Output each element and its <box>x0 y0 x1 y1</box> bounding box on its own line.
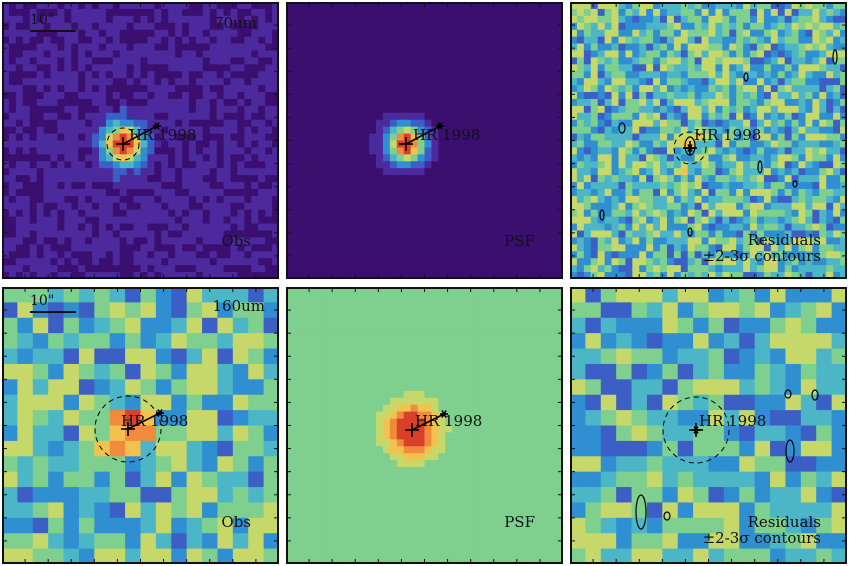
tick-marks <box>570 287 847 564</box>
scale-label: 10" <box>30 12 55 28</box>
residual-contour <box>784 389 792 399</box>
panel-label-psf: PSF <box>504 232 535 250</box>
aperture-circle <box>94 395 162 463</box>
panel-label-residuals: Residuals ±2-3σ contours <box>702 231 821 265</box>
scale-bar: 10" <box>30 293 76 313</box>
residual-contour <box>757 160 763 174</box>
star-marker <box>687 144 693 152</box>
wavelength-label: 160um <box>212 297 265 315</box>
offset-line <box>122 125 158 145</box>
image-obs-70um <box>2 2 279 279</box>
pixel-grid <box>2 287 279 564</box>
source-markers <box>121 409 164 436</box>
source-label: HR 1998 <box>699 412 767 430</box>
panel-residuals-160um: HR 1998 Residuals ±2-3σ contours <box>570 287 847 564</box>
residual-contour <box>618 122 626 134</box>
source-markers <box>405 410 448 437</box>
pixel-grid <box>2 2 279 279</box>
scale-bar: 10" <box>30 12 76 32</box>
source-label: HR 1998 <box>694 126 762 144</box>
pixel-grid <box>570 287 847 564</box>
pixel-grid <box>286 287 563 564</box>
offset-line <box>405 125 441 145</box>
wavelength-label: 70um <box>214 14 257 32</box>
panel-label-residuals: Residuals ±2-3σ contours <box>702 513 821 547</box>
contours-label: ±2-3σ contours <box>702 246 821 265</box>
image-residuals-160um <box>570 287 847 564</box>
star-marker <box>154 122 160 130</box>
source-markers <box>683 141 697 155</box>
source-label: HR 1998 <box>121 412 189 430</box>
source-markers <box>399 122 444 151</box>
residual-contour <box>743 72 749 82</box>
tick-marks <box>570 2 847 279</box>
star-marker <box>441 410 447 418</box>
star-marker <box>157 409 163 417</box>
image-psf-160um <box>286 287 563 564</box>
source-label: HR 1998 <box>415 412 483 430</box>
residuals-label: Residuals <box>747 231 821 249</box>
aperture-circle <box>106 127 140 161</box>
pixel-grid <box>570 2 847 279</box>
aperture-circle <box>662 396 730 464</box>
residual-contour <box>687 227 693 237</box>
source-markers <box>116 122 161 151</box>
image-residuals-70um <box>570 2 847 279</box>
residual-contour <box>832 49 838 65</box>
source-label: HR 1998 <box>129 126 197 144</box>
residual-contour <box>635 494 647 530</box>
residual-contour <box>792 180 798 188</box>
star-marker <box>437 122 443 130</box>
residual-contour <box>663 511 671 521</box>
panel-psf-160um: HR 1998 PSF <box>286 287 563 564</box>
star-marker <box>693 426 699 434</box>
offset-line <box>411 413 445 431</box>
aperture-circle <box>673 131 707 165</box>
residual-contour <box>785 439 795 463</box>
residuals-label: Residuals <box>747 513 821 531</box>
panel-obs-160um: 10" 160um HR 1998 Obs <box>2 287 279 564</box>
panel-psf-70um: HR 1998 PSF <box>286 2 563 279</box>
tick-marks <box>2 2 279 279</box>
tick-marks <box>286 2 563 279</box>
scale-bar-line <box>30 311 76 313</box>
tick-marks <box>2 287 279 564</box>
panel-residuals-70um: HR 1998 Residuals ±2-3σ contours <box>570 2 847 279</box>
tick-marks <box>286 287 563 564</box>
scale-label: 10" <box>30 293 55 309</box>
source-markers <box>689 423 703 437</box>
scale-bar-line <box>30 30 76 32</box>
contours-label: ±2-3σ contours <box>702 528 821 547</box>
panel-label-psf: PSF <box>504 513 535 531</box>
offset-line <box>127 412 161 430</box>
pixel-grid <box>286 2 563 279</box>
panel-obs-70um: 10" 70um HR 1998 Obs <box>2 2 279 279</box>
image-obs-160um <box>2 287 279 564</box>
image-psf-70um <box>286 2 563 279</box>
panel-label-obs: Obs <box>221 232 251 250</box>
panel-label-obs: Obs <box>221 513 251 531</box>
source-label: HR 1998 <box>413 126 481 144</box>
residual-contour <box>811 389 819 401</box>
residual-contour <box>599 209 605 221</box>
